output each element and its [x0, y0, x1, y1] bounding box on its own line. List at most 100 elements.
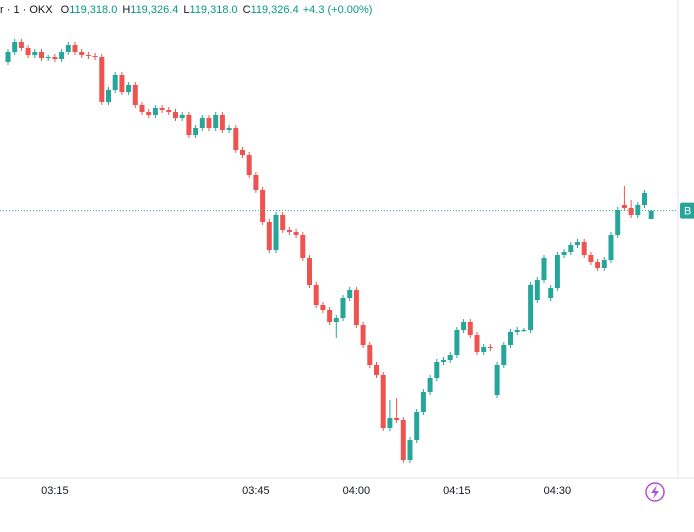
- candle-body: [374, 365, 379, 375]
- candle-body: [226, 128, 232, 130]
- x-tick-label: 04:15: [443, 485, 471, 497]
- candle-body: [400, 420, 406, 460]
- candle-body: [461, 322, 467, 330]
- candle-body: [487, 347, 493, 348]
- candle-body: [260, 190, 266, 222]
- ohlc-label: H: [122, 4, 131, 16]
- candle-body: [32, 52, 38, 55]
- candle-body: [166, 110, 172, 112]
- candle-body: [199, 118, 205, 128]
- candle-body: [615, 210, 621, 235]
- candle-body: [85, 55, 91, 56]
- candle-body: [420, 392, 426, 412]
- candle-body: [548, 288, 554, 298]
- candle-body: [434, 362, 440, 378]
- candle-body: [407, 440, 413, 460]
- candle-body: [494, 365, 500, 395]
- price-tag-label: B: [684, 206, 691, 218]
- x-tick-label: 04:30: [544, 485, 572, 497]
- ohlc-value: 119,326.4: [130, 4, 179, 16]
- ohlc-label: O: [60, 4, 70, 16]
- candle-body: [126, 85, 132, 92]
- candle-body: [39, 52, 44, 58]
- candle-body: [139, 105, 145, 112]
- candle-body: [206, 118, 212, 128]
- candle-body: [320, 305, 326, 310]
- candle-body: [561, 252, 567, 255]
- x-tick-label: 04:00: [343, 485, 371, 497]
- candle-body: [119, 75, 125, 92]
- candle-body: [253, 175, 259, 190]
- x-tick-label: 03:45: [242, 485, 270, 497]
- candle-body: [112, 75, 118, 90]
- candle-body: [608, 235, 614, 260]
- candle-body: [514, 330, 520, 332]
- ohlc-label: L: [183, 4, 190, 16]
- candle-body: [25, 48, 31, 55]
- candle-body: [575, 242, 580, 245]
- candle-body: [501, 345, 507, 365]
- candle-body: [595, 262, 601, 268]
- candle-body: [481, 347, 487, 352]
- candle-body: [52, 57, 58, 59]
- candle-body: [621, 205, 627, 208]
- candle-body: [340, 298, 346, 318]
- candle-body: [179, 115, 185, 118]
- ohlc-label: C: [242, 4, 251, 16]
- candle-body: [628, 208, 634, 215]
- candle-body: [65, 45, 71, 52]
- candle-body: [380, 375, 386, 428]
- candle-body: [213, 115, 219, 128]
- candle-body: [327, 310, 333, 322]
- candle-body: [601, 260, 607, 268]
- candle-body: [427, 378, 433, 392]
- candle-body: [521, 330, 527, 331]
- candle-body: [414, 412, 420, 440]
- candle-body: [18, 42, 24, 48]
- x-tick-label: 03:15: [41, 485, 69, 497]
- candle-body: [92, 56, 98, 57]
- candle-body: [45, 57, 51, 58]
- candle-body: [307, 258, 312, 285]
- candle-body: [387, 418, 393, 428]
- candle-body: [293, 232, 299, 235]
- candle-body: [648, 210, 654, 219]
- candle-body: [474, 335, 480, 352]
- candle-body: [635, 205, 641, 215]
- ohlc-value: 119,318.0: [69, 4, 118, 16]
- candle-body: [12, 42, 18, 52]
- candle-body: [642, 193, 647, 205]
- legend-header: r · 1 · OKX O119,318.0 H119,326.4 L119,318…: [0, 4, 372, 16]
- candle-body: [193, 128, 199, 135]
- candle-body: [367, 345, 373, 365]
- candle-body: [233, 128, 239, 150]
- candle-body: [240, 150, 245, 155]
- candle-body: [333, 318, 339, 322]
- candle-body: [286, 230, 292, 232]
- candle-body: [454, 330, 460, 355]
- candle-body: [441, 360, 446, 362]
- ohlc-value: 119,318.0: [189, 4, 238, 16]
- candle-body: [219, 115, 225, 130]
- candle-body: [568, 245, 574, 252]
- candle-body: [146, 112, 152, 115]
- candle-body: [186, 115, 192, 135]
- symbol: r · 1 · OKX: [0, 4, 53, 16]
- candle-body: [79, 52, 85, 55]
- candle-body: [99, 57, 105, 102]
- candle-body: [534, 280, 540, 300]
- candle-body: [467, 322, 473, 335]
- candle-body: [353, 290, 359, 325]
- candle-body: [266, 222, 272, 250]
- candle-body: [581, 242, 587, 255]
- candle-body: [554, 255, 560, 288]
- candle-body: [173, 112, 178, 118]
- candle-body: [360, 325, 366, 345]
- candle-body: [588, 255, 594, 262]
- change: +4.3 (+0.00%): [302, 4, 373, 16]
- candle-body: [273, 215, 279, 250]
- candle-body: [347, 290, 353, 298]
- candle-body: [72, 45, 78, 52]
